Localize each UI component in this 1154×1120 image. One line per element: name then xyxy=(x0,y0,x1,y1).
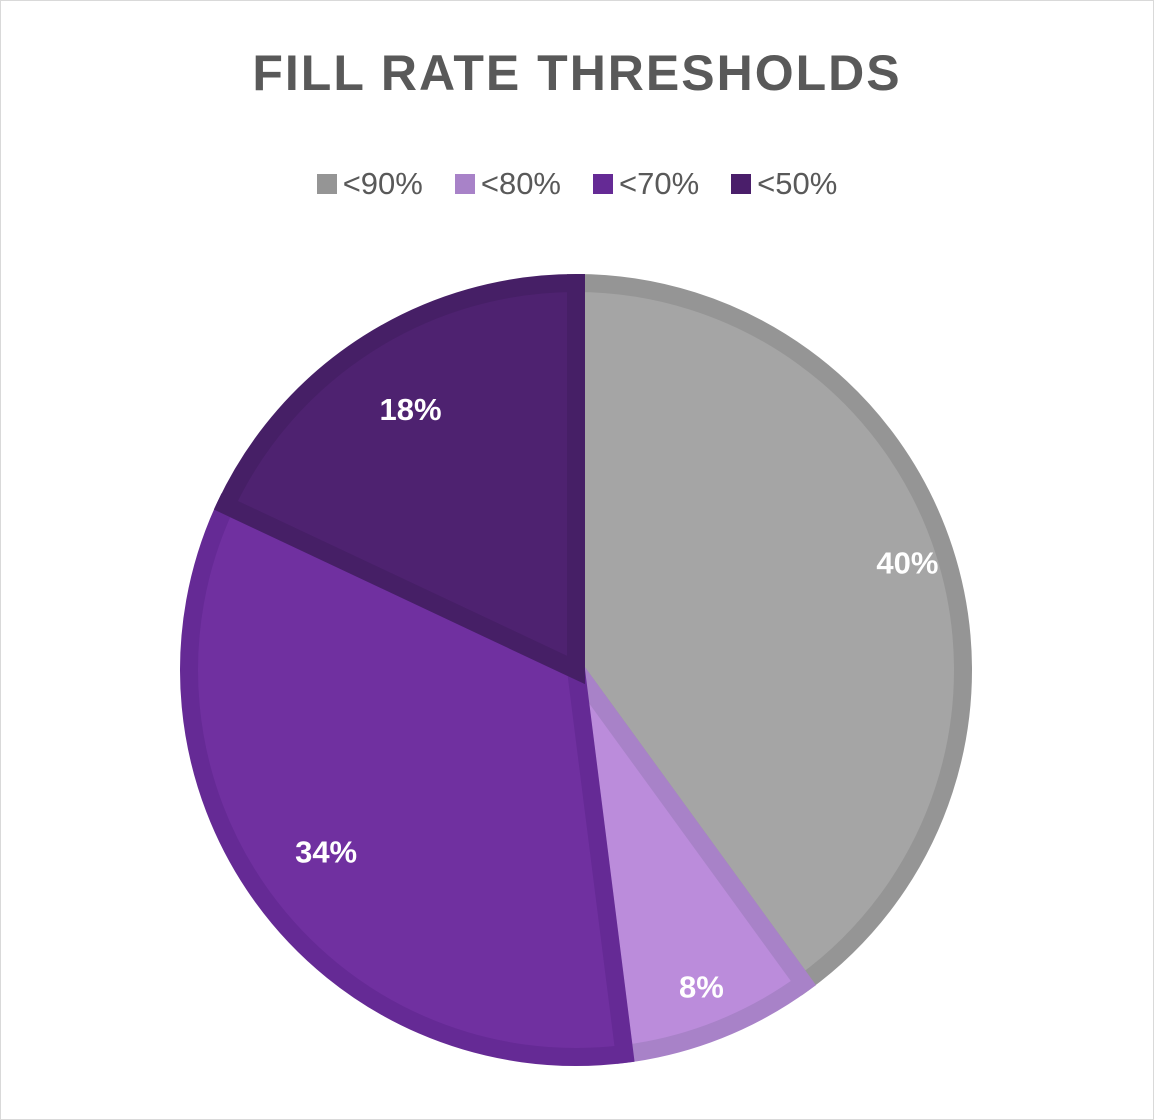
legend-item: <80% xyxy=(454,166,561,202)
chart-title: FILL RATE THRESHOLDS xyxy=(252,45,902,101)
legend-swatch xyxy=(593,174,613,194)
legend-item: <50% xyxy=(731,166,837,202)
legend-label: <70% xyxy=(619,166,700,201)
legend-swatch xyxy=(316,174,337,194)
data-label: 18% xyxy=(379,392,441,427)
legend-item: <70% xyxy=(593,166,699,202)
legend: <90% <80% <70% <50% xyxy=(0,166,1154,202)
legend-swatch xyxy=(731,174,752,194)
data-label: 40% xyxy=(876,545,938,580)
legend-item: <90% xyxy=(316,166,423,202)
data-label: 34% xyxy=(295,835,357,870)
pie-slice xyxy=(213,273,585,685)
legend-swatch xyxy=(454,174,475,194)
legend-label: <90% xyxy=(342,166,423,201)
legend-label: <80% xyxy=(480,166,561,201)
data-label: 8% xyxy=(679,970,724,1005)
pie-slice xyxy=(567,273,972,996)
legend-label: <50% xyxy=(757,166,838,201)
pie-slice xyxy=(567,664,817,1065)
